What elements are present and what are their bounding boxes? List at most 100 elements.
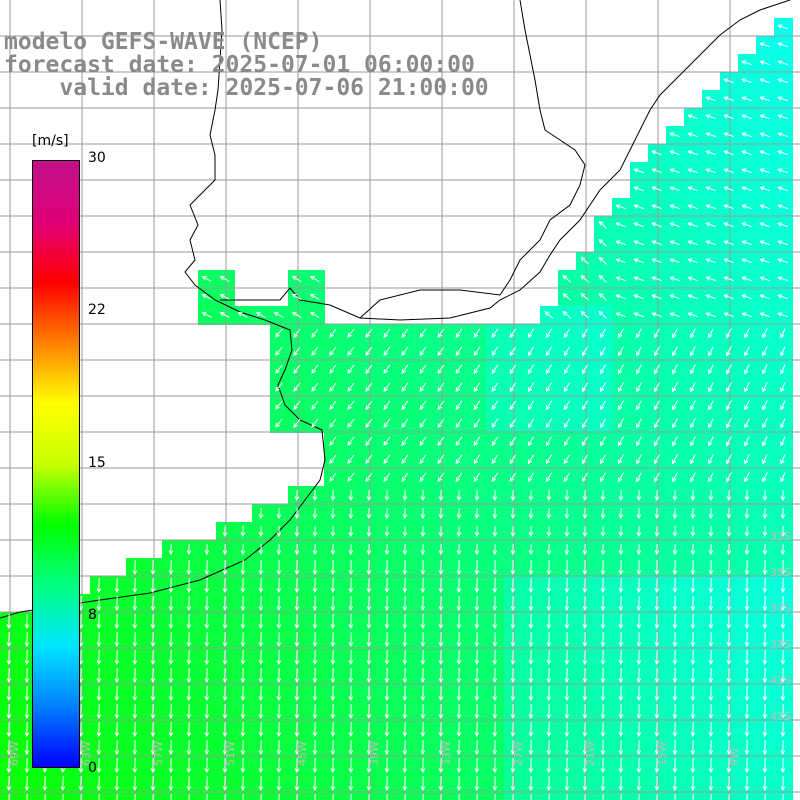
wind-arrow bbox=[654, 382, 660, 393]
field-cell bbox=[342, 522, 361, 541]
wind-arrow bbox=[258, 631, 264, 648]
wind-arrow bbox=[708, 685, 714, 702]
wind-arrow bbox=[528, 703, 534, 720]
field-cell bbox=[90, 684, 109, 703]
wind-arrow bbox=[383, 382, 391, 392]
field-cell bbox=[522, 522, 541, 541]
field-cell bbox=[702, 684, 721, 703]
wind-arrow bbox=[276, 649, 282, 666]
field-cell bbox=[396, 594, 415, 613]
wind-arrow bbox=[528, 667, 534, 684]
forecast-date: forecast date: 2025-07-01 06:00:00 bbox=[4, 52, 475, 78]
wind-arrow bbox=[312, 757, 318, 774]
wind-arrow bbox=[402, 525, 408, 538]
wind-arrow bbox=[276, 559, 282, 576]
wind-arrow bbox=[293, 400, 301, 410]
field-cell bbox=[540, 360, 559, 379]
longitude-label: 15W bbox=[656, 741, 669, 766]
wind-arrow bbox=[312, 667, 318, 684]
field-cell bbox=[180, 666, 199, 685]
wind-arrow bbox=[114, 703, 120, 720]
wind-arrow bbox=[620, 793, 622, 800]
field-cell bbox=[252, 576, 271, 595]
field-cell bbox=[702, 738, 721, 757]
field-cell bbox=[378, 360, 397, 379]
field-cell bbox=[162, 702, 181, 721]
wind-arrow bbox=[491, 364, 499, 375]
wind-arrow bbox=[24, 757, 30, 774]
wind-arrow bbox=[777, 294, 788, 300]
field-cell bbox=[450, 396, 469, 415]
field-cell bbox=[396, 738, 415, 757]
wind-arrow bbox=[438, 775, 444, 792]
field-cell bbox=[540, 450, 559, 469]
field-cell bbox=[198, 558, 217, 577]
field-cell bbox=[540, 378, 559, 397]
wind-arrow bbox=[600, 489, 606, 502]
wind-arrow bbox=[309, 311, 320, 319]
wind-arrow bbox=[633, 258, 644, 264]
field-cell bbox=[306, 486, 325, 505]
wind-arrow bbox=[330, 685, 336, 702]
wind-arrow bbox=[275, 364, 283, 374]
wind-arrow bbox=[726, 418, 732, 429]
field-cell bbox=[54, 774, 73, 793]
wind-arrow bbox=[366, 685, 372, 702]
wind-arrow bbox=[726, 703, 732, 720]
wind-arrow bbox=[312, 631, 318, 648]
field-cell bbox=[180, 612, 199, 631]
wind-arrow bbox=[618, 489, 624, 502]
field-cell bbox=[324, 414, 343, 433]
wind-arrow bbox=[132, 559, 138, 576]
field-cell bbox=[684, 522, 703, 541]
field-cell bbox=[180, 702, 199, 721]
wind-arrow bbox=[530, 793, 532, 800]
wind-arrow bbox=[419, 454, 427, 464]
field-cell bbox=[522, 432, 541, 451]
wind-arrow bbox=[546, 559, 552, 576]
wind-arrow bbox=[654, 775, 660, 792]
wind-arrow bbox=[527, 454, 535, 465]
wind-arrow bbox=[780, 577, 786, 594]
field-cell bbox=[630, 774, 649, 793]
field-cell bbox=[234, 648, 253, 667]
field-cell bbox=[180, 630, 199, 649]
wind-arrow bbox=[132, 775, 138, 792]
field-cell bbox=[558, 666, 577, 685]
field-cell bbox=[306, 504, 325, 523]
wind-arrow bbox=[618, 507, 624, 520]
wind-arrow bbox=[458, 793, 460, 800]
field-cell bbox=[774, 342, 793, 361]
wind-arrow bbox=[566, 793, 568, 800]
wind-arrow bbox=[690, 400, 696, 411]
field-cell bbox=[558, 774, 577, 793]
field-cell bbox=[342, 468, 361, 487]
field-cell bbox=[594, 378, 613, 397]
wind-arrow bbox=[618, 649, 624, 666]
field-cell bbox=[270, 702, 289, 721]
field-cell bbox=[630, 522, 649, 541]
wind-arrow bbox=[759, 150, 770, 156]
wind-arrow bbox=[638, 793, 640, 800]
wind-arrow bbox=[780, 595, 786, 612]
field-cell bbox=[756, 666, 775, 685]
wind-arrow bbox=[456, 595, 462, 612]
wind-arrow bbox=[759, 222, 770, 228]
wind-arrow bbox=[222, 649, 228, 666]
wind-arrow bbox=[150, 649, 156, 666]
wind-arrow bbox=[420, 703, 426, 720]
colorbar-tick: 30 bbox=[88, 150, 106, 166]
field-cell bbox=[594, 720, 613, 739]
wind-arrow bbox=[744, 685, 750, 702]
wind-arrow bbox=[762, 775, 768, 792]
wind-arrow bbox=[618, 775, 624, 792]
wind-arrow bbox=[741, 96, 752, 102]
field-cell bbox=[558, 504, 577, 523]
wind-arrow bbox=[600, 577, 606, 594]
field-cell bbox=[630, 702, 649, 721]
wind-arrow bbox=[636, 649, 642, 666]
field-cell bbox=[540, 756, 559, 775]
wind-arrow bbox=[150, 739, 156, 756]
field-cell bbox=[324, 360, 343, 379]
